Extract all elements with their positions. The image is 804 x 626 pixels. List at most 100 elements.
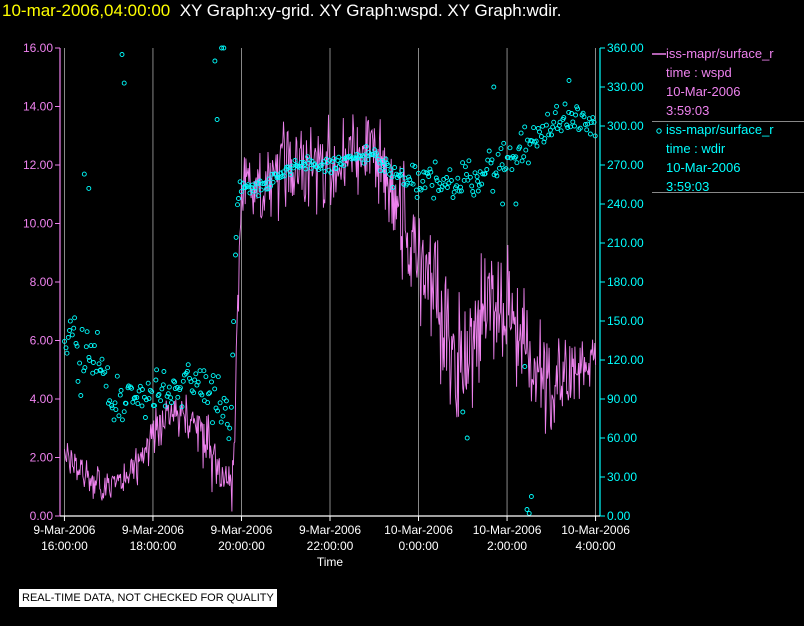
wdir-point — [154, 367, 160, 373]
wdir-point — [337, 161, 343, 166]
wdir-point — [552, 110, 558, 116]
wdir-point — [291, 165, 296, 171]
wdir-point — [212, 386, 218, 392]
wdir-point — [145, 380, 151, 386]
wdir-point — [130, 399, 136, 405]
wdir-point — [292, 158, 298, 163]
line-swatch-icon — [652, 53, 666, 55]
wdir-point — [87, 357, 92, 363]
wdir-point — [558, 128, 564, 134]
wdir-point — [83, 344, 89, 350]
wdir-point — [169, 400, 174, 406]
wdir-point — [358, 153, 364, 159]
wdir-point — [363, 152, 368, 158]
wdir-point — [114, 373, 120, 379]
wdir-point — [77, 360, 83, 366]
wdir-point — [233, 234, 239, 240]
wdir-point — [475, 188, 481, 194]
wdir-point — [160, 382, 166, 388]
wdir-point — [446, 180, 452, 186]
wdir-point — [360, 153, 366, 159]
wdir-point — [158, 398, 164, 404]
wdir-point — [250, 182, 255, 188]
wdir-point — [525, 160, 531, 166]
wdir-point — [577, 125, 583, 131]
wdir-point — [507, 145, 513, 151]
wdir-point — [533, 138, 539, 144]
wdir-point — [503, 166, 509, 172]
wdir-point — [102, 369, 108, 375]
wdir-point — [448, 178, 454, 183]
wdir-point — [67, 328, 72, 333]
wdir-point — [549, 132, 554, 138]
data-quality-note: REAL-TIME DATA, NOT CHECKED FOR QUALITY — [19, 589, 277, 607]
wdir-point — [152, 403, 157, 409]
wdir-point — [143, 397, 149, 403]
title-timestamp: 10-mar-2006,04:00:00 — [2, 1, 171, 20]
wdir-point — [582, 122, 588, 127]
wdir-point — [380, 163, 386, 168]
wdir-point — [65, 334, 71, 340]
wdir-point — [71, 325, 77, 331]
wdir-point — [460, 160, 466, 166]
wdir-point — [523, 147, 529, 153]
wdir-point — [524, 507, 530, 512]
wdir-point — [522, 124, 528, 130]
wspd-series — [63, 114, 597, 512]
wdir-point — [450, 195, 456, 200]
wdir-point — [497, 165, 502, 171]
wdir-point — [221, 395, 227, 401]
wdir-point — [305, 154, 311, 160]
wdir-point — [458, 184, 463, 190]
x-axis-tick-label: 10-Mar-2006 — [384, 523, 453, 537]
wdir-point — [227, 425, 233, 431]
wdir-point — [228, 404, 234, 410]
axes: 0.00 2.00 4.00 6.00 8.00 10.00 12.00 14.00 16.00… — [23, 41, 644, 553]
left-axis-tick-label: 16.00 — [23, 41, 53, 55]
wdir-point — [96, 361, 102, 367]
wdir-point — [78, 393, 84, 398]
wdir-point — [240, 180, 246, 186]
right-axis-tick-label: 270.00 — [607, 158, 644, 172]
wdir-point — [201, 368, 207, 374]
wdir-point — [537, 129, 542, 135]
wdir-point — [437, 180, 443, 186]
wdir-point — [63, 345, 69, 351]
wdir-point — [166, 384, 172, 390]
wdir-point — [233, 252, 238, 258]
wdir-point — [542, 136, 548, 142]
wdir-point — [581, 114, 587, 120]
x-axis-tick-label: 9-Mar-2006 — [299, 523, 361, 537]
wdir-point — [469, 183, 475, 189]
wdir-point — [146, 396, 152, 402]
wdir-point — [546, 132, 552, 138]
wdir-point — [338, 162, 344, 168]
wdir-point — [185, 362, 191, 368]
wdir-point — [573, 112, 579, 118]
wdir-point — [588, 120, 594, 126]
wdir-point — [72, 315, 78, 321]
wdir-point — [574, 104, 580, 110]
right-axis-tick-label: 90.00 — [607, 392, 637, 406]
wdir-point — [556, 123, 562, 128]
wdir-point — [534, 143, 540, 149]
wdir-point — [215, 408, 220, 414]
wdir-point — [90, 370, 96, 376]
x-axis-tick-label: 9-Mar-2006 — [33, 523, 95, 537]
wdir-point — [365, 157, 371, 162]
wdir-point — [64, 350, 70, 356]
wdir-point — [281, 173, 287, 179]
x-axis-tick-label: 20:00:00 — [218, 539, 265, 553]
wdir-point — [474, 174, 480, 180]
wdir-point — [156, 391, 162, 397]
wdir-point — [590, 115, 596, 121]
wdir-point — [399, 168, 405, 173]
wdir-point — [415, 170, 421, 176]
wdir-point — [455, 175, 461, 181]
wdir-point — [444, 175, 450, 180]
wdir-point — [421, 169, 427, 175]
wdir-point — [62, 338, 67, 344]
x-axis-tick-label: 18:00:00 — [130, 539, 177, 553]
wdir-point — [458, 188, 464, 194]
